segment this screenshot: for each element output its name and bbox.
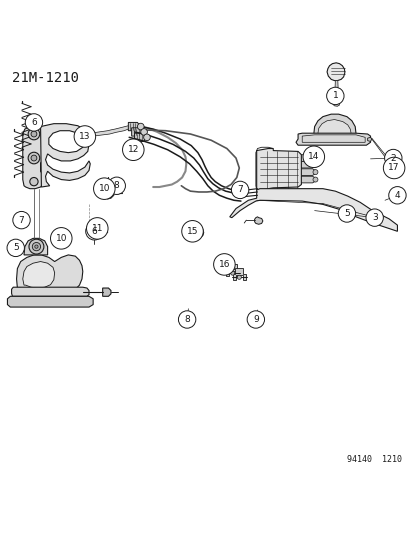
Polygon shape [102, 288, 111, 296]
Text: 10: 10 [55, 234, 67, 243]
Polygon shape [313, 114, 355, 138]
Polygon shape [254, 217, 262, 224]
Circle shape [231, 181, 248, 199]
Polygon shape [332, 101, 339, 106]
Circle shape [35, 245, 38, 248]
Text: 21M-1210: 21M-1210 [12, 71, 79, 85]
Circle shape [137, 123, 144, 130]
Text: 14: 14 [307, 152, 319, 161]
Circle shape [30, 177, 38, 186]
Polygon shape [24, 238, 47, 255]
Polygon shape [295, 133, 370, 145]
Polygon shape [226, 264, 238, 276]
Circle shape [122, 139, 144, 160]
Circle shape [29, 239, 44, 254]
Polygon shape [134, 133, 145, 141]
Circle shape [312, 169, 317, 175]
Polygon shape [220, 260, 233, 272]
Circle shape [365, 209, 382, 227]
Circle shape [312, 162, 317, 167]
Circle shape [50, 228, 72, 249]
Circle shape [89, 229, 97, 237]
Circle shape [28, 152, 40, 164]
Circle shape [213, 254, 235, 275]
Circle shape [56, 237, 66, 247]
Polygon shape [301, 176, 314, 183]
Polygon shape [131, 128, 142, 136]
Text: 6: 6 [91, 227, 97, 236]
Text: 10: 10 [98, 184, 110, 193]
Text: 7: 7 [19, 216, 24, 224]
Polygon shape [233, 268, 245, 280]
Circle shape [7, 239, 24, 256]
Circle shape [25, 114, 43, 131]
Polygon shape [301, 169, 314, 175]
Circle shape [388, 187, 405, 204]
Polygon shape [12, 287, 89, 296]
Text: 5: 5 [343, 209, 349, 218]
Text: 17: 17 [387, 164, 399, 173]
Polygon shape [326, 63, 344, 80]
Text: 94140  1210: 94140 1210 [346, 455, 401, 464]
Polygon shape [256, 149, 301, 190]
Circle shape [31, 131, 37, 137]
Circle shape [224, 267, 228, 271]
Polygon shape [301, 161, 314, 168]
Text: 1: 1 [332, 92, 337, 100]
Circle shape [86, 217, 108, 239]
Text: 15: 15 [186, 227, 198, 236]
Text: 8: 8 [184, 315, 190, 324]
Polygon shape [40, 124, 90, 187]
Text: 4: 4 [394, 191, 399, 200]
Circle shape [326, 87, 343, 104]
Polygon shape [229, 189, 396, 231]
Circle shape [337, 205, 355, 222]
Text: 13: 13 [79, 132, 90, 141]
Circle shape [85, 223, 103, 240]
Circle shape [302, 146, 324, 167]
Circle shape [237, 275, 241, 279]
Circle shape [28, 128, 40, 140]
Polygon shape [102, 188, 114, 199]
Circle shape [312, 156, 317, 160]
Polygon shape [367, 138, 371, 141]
Polygon shape [17, 255, 83, 292]
Polygon shape [89, 126, 130, 138]
Polygon shape [23, 262, 55, 288]
Circle shape [31, 155, 37, 161]
Polygon shape [23, 126, 46, 189]
Circle shape [384, 149, 401, 167]
Polygon shape [317, 119, 350, 136]
Polygon shape [190, 227, 203, 238]
Circle shape [32, 243, 40, 251]
Polygon shape [128, 123, 138, 131]
Text: 7: 7 [237, 185, 242, 195]
Polygon shape [7, 296, 93, 307]
Circle shape [230, 271, 234, 275]
Polygon shape [334, 80, 338, 103]
Text: 6: 6 [31, 118, 37, 127]
Circle shape [13, 212, 30, 229]
Circle shape [140, 128, 147, 135]
Circle shape [143, 134, 150, 141]
Text: 11: 11 [91, 224, 103, 233]
Circle shape [93, 178, 115, 199]
Polygon shape [301, 155, 314, 161]
Text: 2: 2 [389, 154, 395, 163]
Circle shape [247, 311, 264, 328]
Circle shape [382, 157, 404, 179]
Circle shape [59, 240, 63, 244]
Text: 9: 9 [252, 315, 258, 324]
Text: 8: 8 [114, 181, 119, 190]
Circle shape [108, 177, 125, 195]
Circle shape [74, 126, 95, 147]
Circle shape [312, 177, 317, 182]
Circle shape [91, 231, 97, 238]
Text: 12: 12 [127, 146, 139, 154]
Text: 3: 3 [371, 213, 377, 222]
Circle shape [178, 311, 195, 328]
Circle shape [181, 221, 203, 242]
Text: 5: 5 [13, 244, 19, 252]
Text: 16: 16 [218, 260, 230, 269]
